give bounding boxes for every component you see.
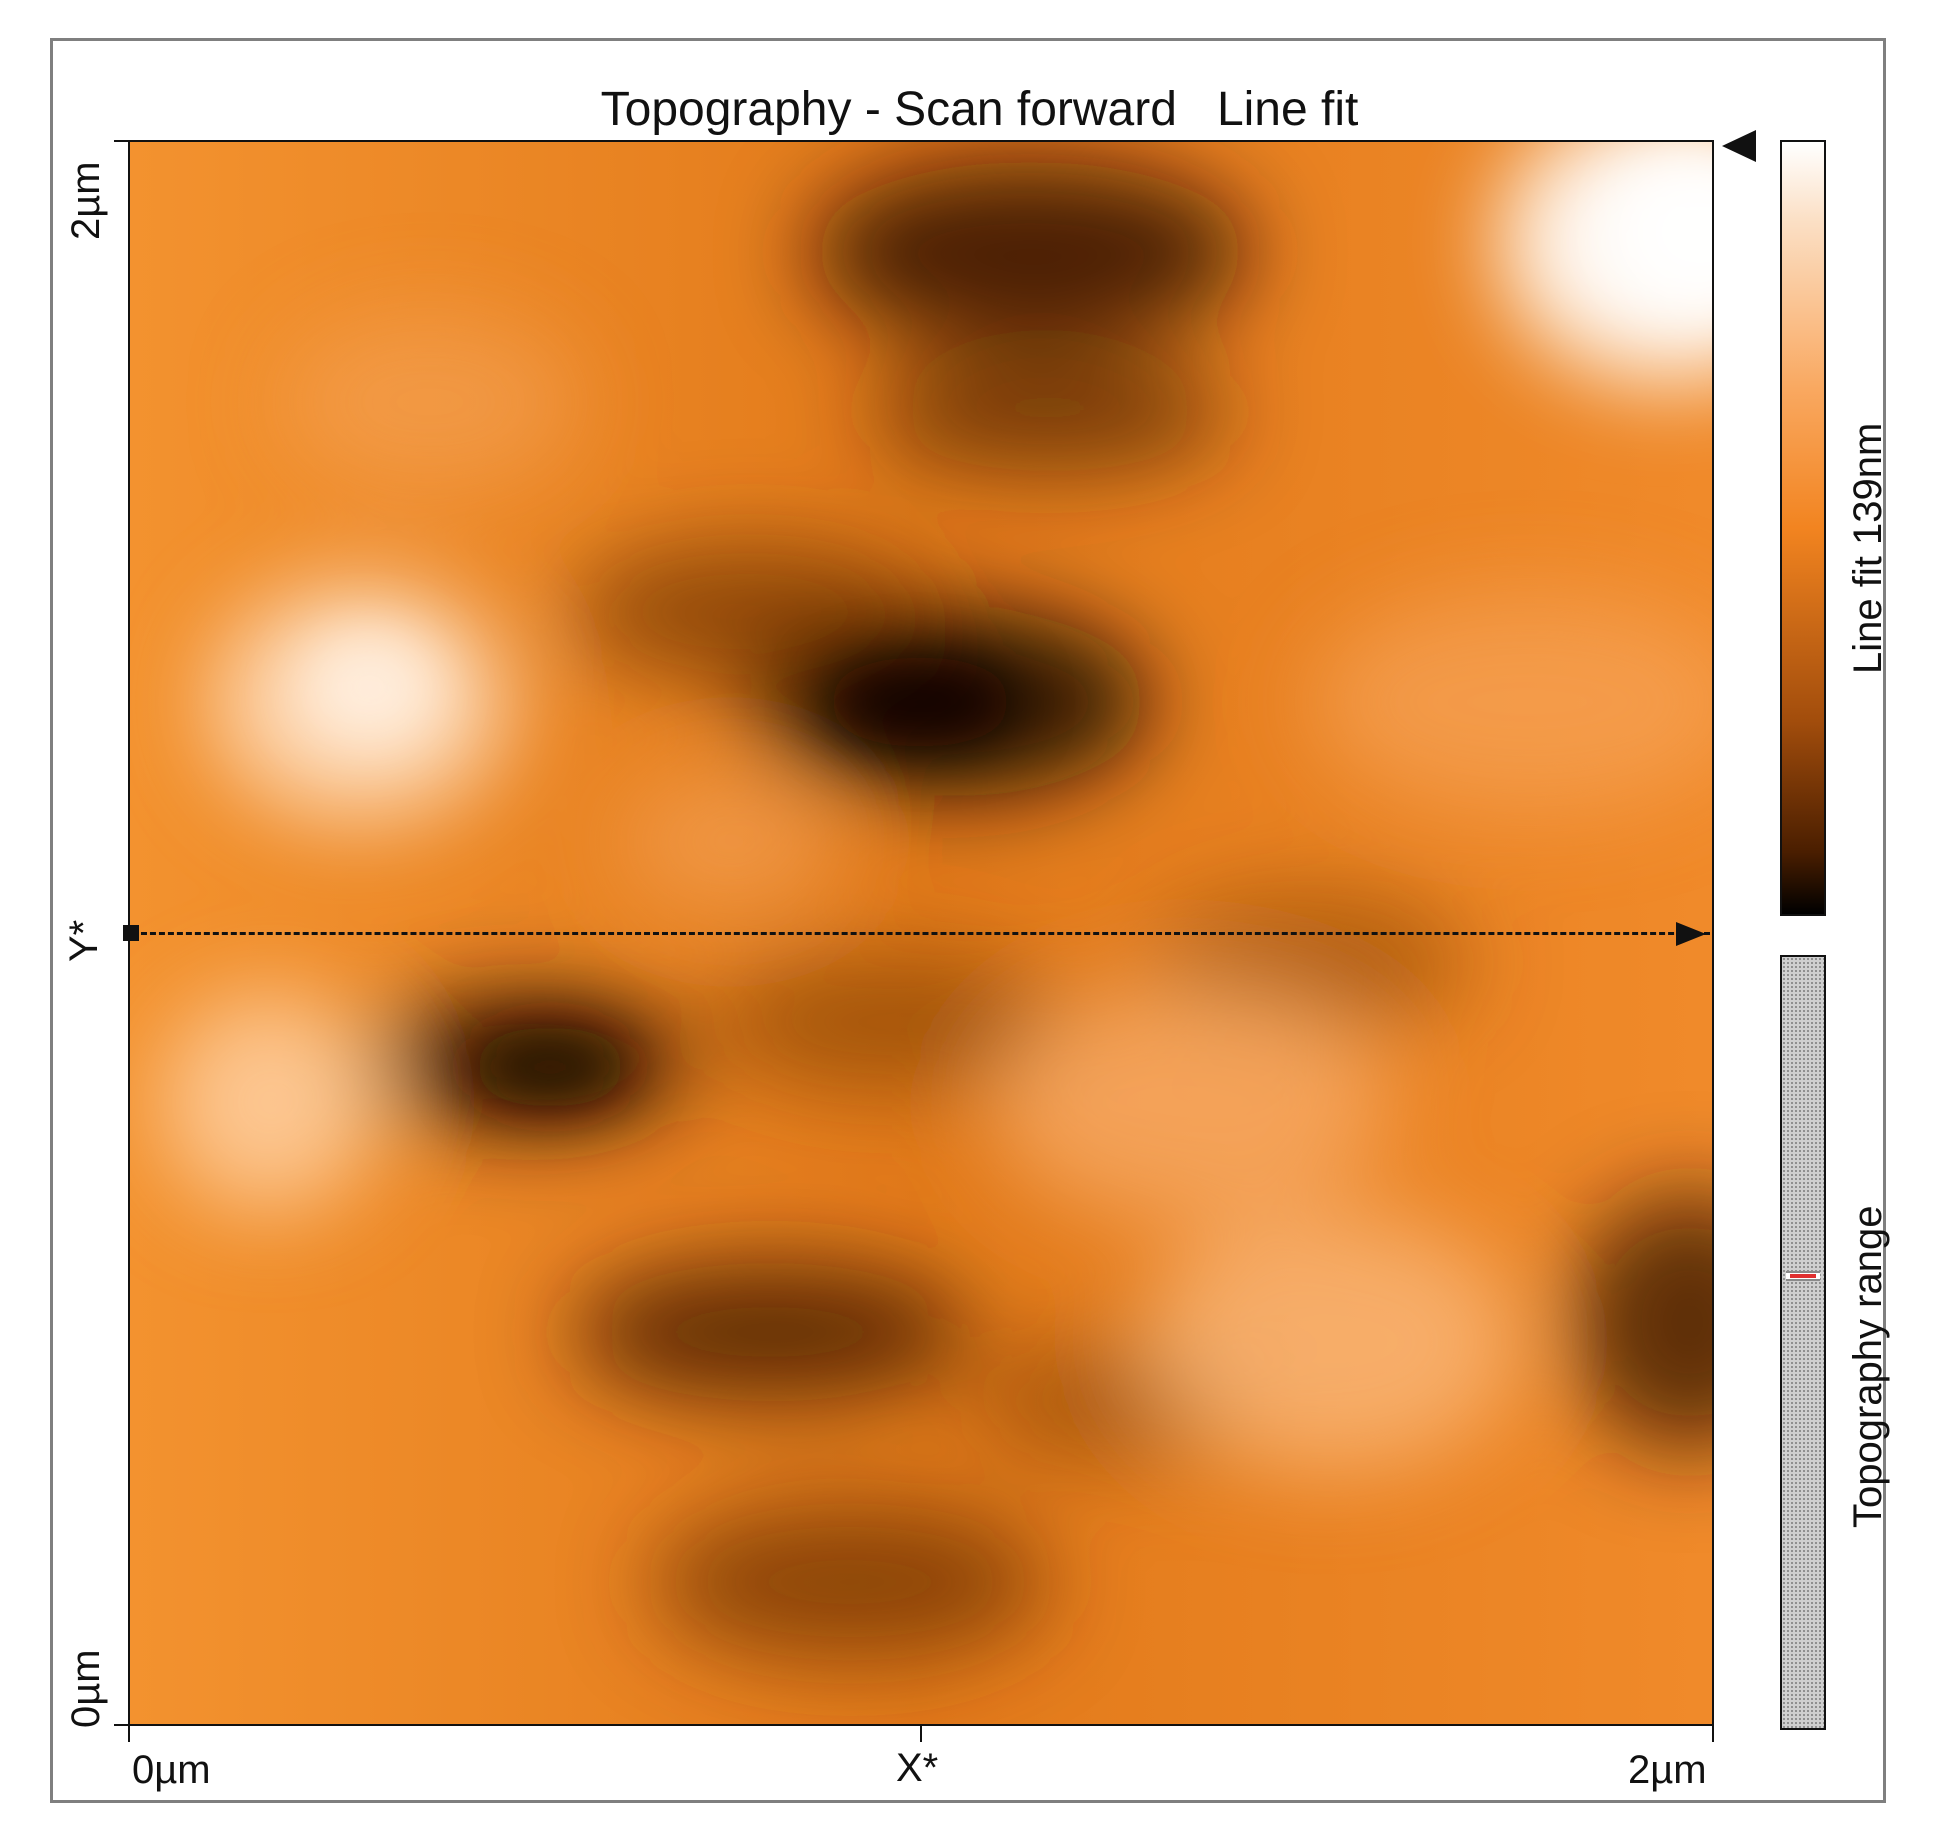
colorbar-top-pointer-icon[interactable] [1722, 130, 1756, 162]
scan-line-end-arrow-icon[interactable] [1676, 922, 1706, 946]
image-title: Topography - Scan forward Line fit [600, 83, 1359, 136]
dark-spot [470, 1027, 630, 1107]
dark-region [810, 162, 1250, 342]
light-region [1310, 592, 1712, 812]
x-axis-right-label: 2µm [1628, 1748, 1707, 1792]
range-bar-label: Topography range [1846, 1205, 1890, 1528]
topography-range-bar[interactable] [1780, 955, 1826, 1730]
scan-line[interactable] [132, 932, 1710, 935]
light-region [990, 982, 1390, 1222]
y-tick-bottom [114, 1724, 130, 1726]
light-region [280, 312, 580, 492]
dark-spot [825, 657, 1015, 747]
x-tick-right [1712, 1726, 1714, 1742]
x-tick-mid [920, 1726, 922, 1742]
scan-line-start-handle[interactable] [123, 925, 139, 941]
colorbar-label: Line fit 139nm [1846, 422, 1890, 674]
dark-region [570, 1262, 970, 1402]
range-marker-indicator [1790, 1274, 1816, 1278]
dark-region [710, 952, 1070, 1092]
dark-region [870, 352, 1230, 472]
y-axis-top-label: 2µm [64, 161, 108, 240]
y-axis-mid-label: Y* [62, 919, 106, 962]
light-spot [1610, 152, 1712, 312]
x-tick-left [128, 1726, 130, 1742]
light-region [160, 992, 380, 1212]
light-region [1140, 1212, 1520, 1472]
x-axis-left-label: 0µm [132, 1748, 211, 1792]
y-tick-top [114, 140, 130, 142]
x-axis-mid-label: X* [896, 1746, 939, 1790]
dark-region [570, 542, 930, 682]
y-axis-bottom-label: 0µm [64, 1649, 108, 1728]
light-region [620, 772, 840, 912]
dark-region [1570, 1192, 1712, 1452]
dark-region [650, 1502, 1050, 1662]
colorbar[interactable] [1780, 140, 1826, 916]
light-spot [300, 627, 440, 747]
